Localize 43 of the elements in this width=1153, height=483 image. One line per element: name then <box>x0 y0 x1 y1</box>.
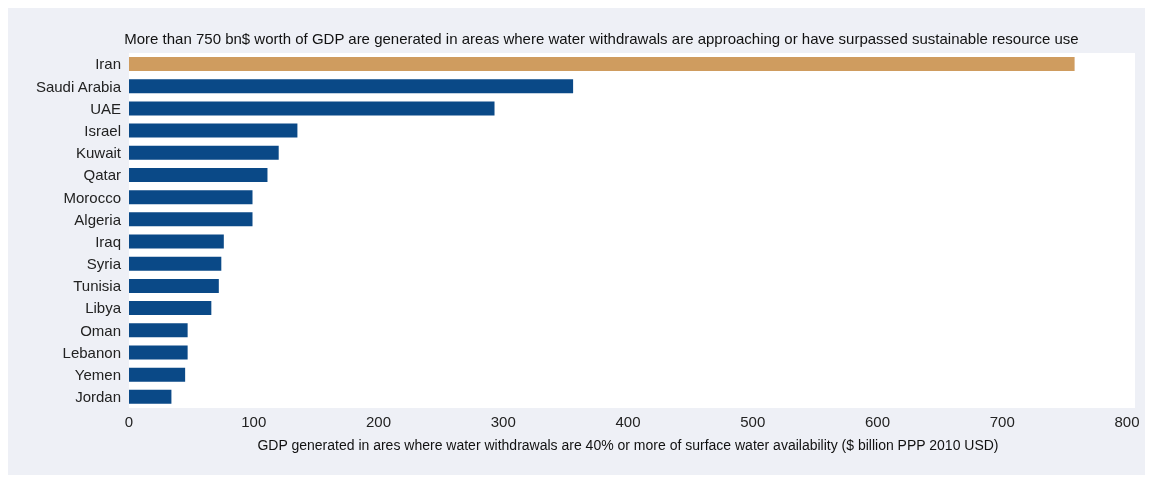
y-tick-label: Jordan <box>75 388 121 406</box>
bar <box>129 190 253 205</box>
y-tick-label: Qatar <box>83 166 121 184</box>
x-tick-label: 300 <box>490 412 516 430</box>
x-tick-label: 100 <box>241 412 267 430</box>
x-tick-label: 200 <box>365 412 392 430</box>
y-tick-label: Israel <box>84 121 121 139</box>
bar <box>129 234 224 249</box>
y-tick-label: Libya <box>85 299 122 317</box>
chart-title: More than 750 bn$ worth of GDP are generated in areas where water withdrawals are approaching or have surpassed sustainable resource use <box>123 30 1080 47</box>
bar <box>129 301 212 316</box>
y-tick-label: Iraq <box>95 232 121 250</box>
x-tick-label: 700 <box>989 412 1015 430</box>
y-tick-label: Tunisia <box>73 277 122 295</box>
x-tick-label: 500 <box>740 412 766 430</box>
y-tick-label: Yemen <box>74 366 121 384</box>
y-tick-label: Saudi Arabia <box>35 77 122 95</box>
x-tick-label: 0 <box>124 412 134 430</box>
bar <box>129 345 188 360</box>
bar <box>129 79 574 94</box>
y-tick-label: Morocco <box>63 188 121 206</box>
bar <box>129 57 1075 71</box>
bar <box>129 278 219 293</box>
y-tick-label: Kuwait <box>75 144 122 162</box>
bar <box>129 123 298 138</box>
y-tick-label: Iran <box>95 55 121 73</box>
y-tick-label: Algeria <box>74 210 122 228</box>
x-tick-label: 600 <box>864 412 891 430</box>
y-tick-label: Lebanon <box>62 343 121 361</box>
bar <box>129 367 186 382</box>
y-tick-label: UAE <box>90 99 121 117</box>
y-tick-label: Oman <box>80 321 121 339</box>
bar <box>129 145 279 160</box>
bar <box>129 101 495 116</box>
x-tick-label: 800 <box>1114 412 1140 430</box>
x-axis-title: GDP generated in ares where water withdrawals are 40% or more of surface water availability ($ billion PPP 2010 USD) <box>257 437 999 453</box>
bar <box>129 389 172 404</box>
x-tick-label: 400 <box>615 412 641 430</box>
bar <box>129 212 253 227</box>
bar <box>129 256 222 271</box>
y-tick-label: Syria <box>86 255 122 273</box>
bar <box>129 323 188 338</box>
bar <box>129 167 268 182</box>
